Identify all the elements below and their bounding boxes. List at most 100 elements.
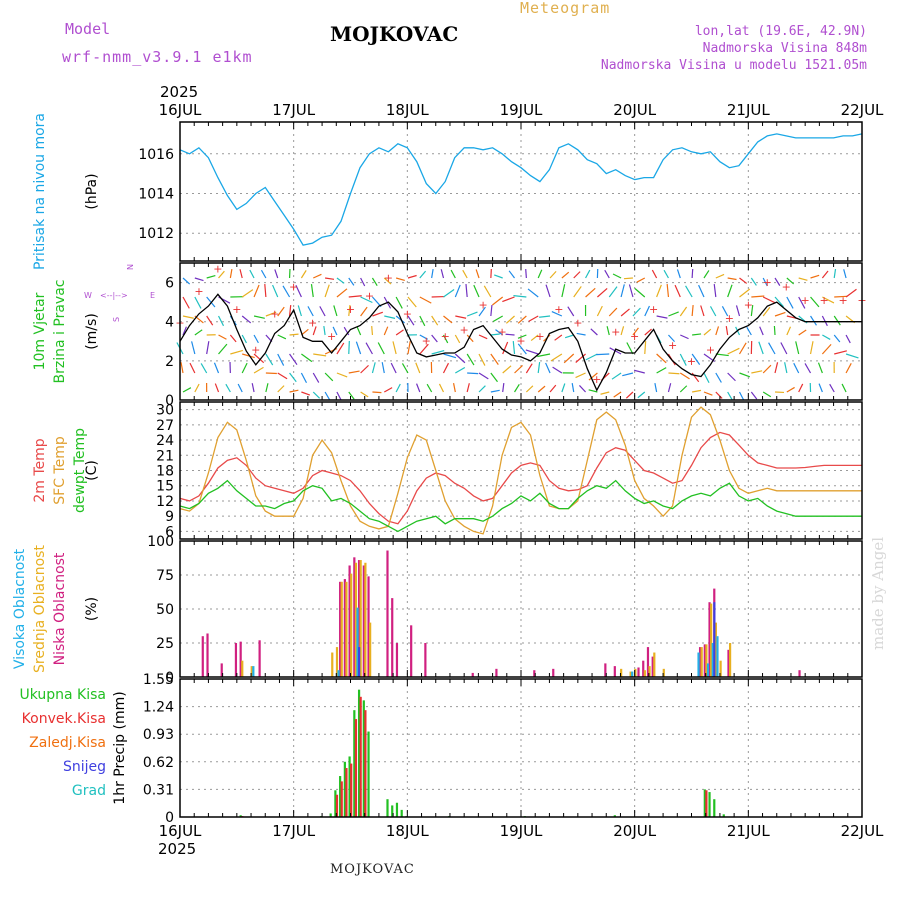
bar-mark [727,649,730,677]
wind-arrow [676,269,681,279]
wind-arrow [336,391,342,401]
side-label: Pritisak na nivou mora [32,113,48,270]
wind-arrow [834,350,847,355]
series-line [179,133,863,246]
wind-arrow [502,296,515,303]
gust-marker: + [479,299,488,312]
wind-arrow [685,285,693,298]
wind-arrow [512,341,516,355]
wind-arrow [758,341,764,355]
y-tick-label: 0.93 [143,727,174,743]
wind-arrow [218,343,228,355]
time-label-bottom: 18JUL [386,822,429,840]
wind-arrow [416,383,421,393]
wind-arrow [348,391,355,400]
wind-arrow [525,268,527,279]
wind-arrow [822,296,835,304]
y-tick-label: 12 [156,494,174,510]
wind-arrow [307,306,314,317]
time-label-bottom: 17JUL [272,822,315,840]
side-label: 10m Vjetar [32,292,48,370]
y-tick-label: 0 [165,393,174,409]
wind-arrow [786,277,795,285]
bar-mark [354,562,358,677]
wind-arrow [625,391,634,399]
wind-arrow [738,342,747,355]
wind-arrow [360,306,368,317]
wind-arrow [679,306,688,317]
bar-mark [337,670,340,677]
series-line [179,479,862,533]
wind-arrow [253,366,264,374]
wind-arrow [371,325,374,336]
wind-arrow [336,277,345,284]
wind-arrow [608,286,618,298]
lonlat-label: lon,lat (19.6E, 42.9N) [694,24,867,39]
wind-arrow [727,372,736,382]
wind-arrow [348,295,362,298]
wind-arrow [478,353,486,366]
wind-arrow [721,306,729,317]
wind-arrow [768,342,776,355]
bar-mark [400,809,403,817]
bar-mark [364,710,367,817]
y-tick-label: 1.24 [143,700,174,716]
wind-arrow [467,372,479,375]
wind-arrow [206,275,216,279]
wind-arrow [810,315,817,326]
y-tick-label: 100 [147,534,174,550]
wind-arrow [573,271,581,279]
wind-arrow [452,383,456,393]
wind-arrow [194,296,202,309]
wind-arrow [537,353,551,358]
panel-frame [179,540,863,678]
wind-arrow [502,341,509,355]
wind-arrow [333,305,338,317]
y-tick-label: 0.31 [143,782,174,798]
wind-arrow [390,362,397,374]
bar-mark [331,652,334,677]
bar-mark [343,579,346,677]
wind-arrow [798,296,806,309]
wind-arrow [182,387,192,393]
bar-mark [662,668,665,677]
wind-arrow [237,383,243,393]
grid-lines [180,122,862,817]
wind-arrow [260,269,267,279]
bar-mark [642,660,645,677]
wind-arrow [668,372,680,375]
gust-marker: + [365,290,374,303]
wind-arrow [834,295,848,298]
wind-arrow [332,326,338,336]
wind-arrow [822,334,831,340]
bar-mark [711,643,714,677]
series-line [179,431,862,525]
panel-frame [179,401,863,540]
wind-arrow [454,284,461,298]
wind-arrow [762,391,772,398]
wind-arrow [426,383,433,393]
wind-arrow [575,372,586,379]
gust-marker: + [535,330,544,343]
y-tick-label: 75 [156,568,174,584]
wind-arrow [336,288,348,298]
precip-legend-entry: Zaledj.Kisa [29,735,106,751]
gust-marker: + [744,299,753,312]
wind-arrow [443,288,455,298]
wind-arrow [312,391,321,399]
bar-mark [357,560,361,677]
wind-arrow [843,269,847,279]
bar-mark [350,763,353,817]
bar-mark [353,557,356,677]
wind-arrow [360,277,366,287]
gust-marker: + [460,323,469,336]
time-label-top: 16JUL [159,101,202,119]
wind-arrow [739,288,751,298]
wind-arrow [786,326,792,336]
model-altitude-label: Nadmorska Visina u modelu 1521.05m [600,58,867,73]
wind-arrow [289,333,299,336]
wind-arrow [213,362,220,374]
bar-mark [234,643,238,677]
bar-mark [252,666,255,677]
y-tick-label: 4 [165,315,174,331]
